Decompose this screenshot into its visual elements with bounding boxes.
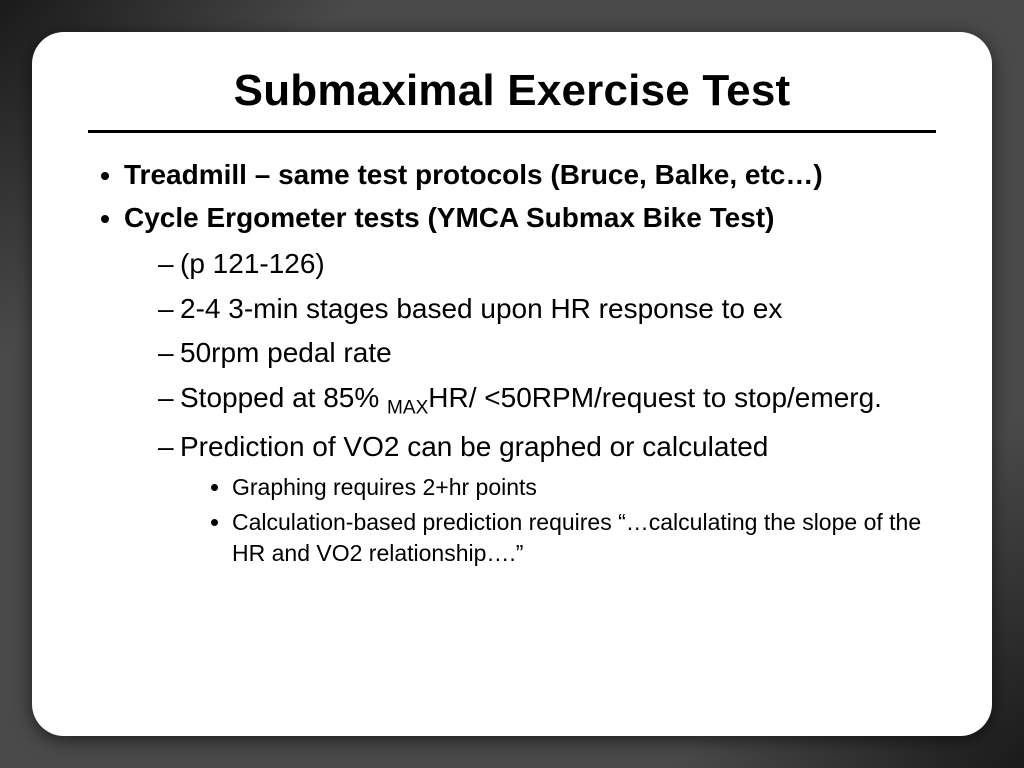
stopped-sub-max: MAX bbox=[387, 397, 428, 418]
prediction-text: Prediction of VO2 can be graphed or calc… bbox=[180, 431, 768, 462]
bullet-list-level3: Graphing requires 2+hr points Calculatio… bbox=[180, 472, 936, 568]
bullet-list-level1: Treadmill – same test protocols (Bruce, … bbox=[88, 157, 936, 569]
subbullet-prediction: Prediction of VO2 can be graphed or calc… bbox=[158, 428, 936, 569]
subbullet-stopped: Stopped at 85% MAXHR/ <50RPM/request to … bbox=[158, 379, 936, 422]
bullet-list-level2: (p 121-126) 2-4 3-min stages based upon … bbox=[124, 245, 936, 569]
bullet-treadmill: Treadmill – same test protocols (Bruce, … bbox=[124, 157, 936, 194]
subsub-calculation: Calculation-based prediction requires “…… bbox=[232, 507, 936, 569]
stopped-post: HR/ <50RPM/request to stop/emerg. bbox=[428, 382, 882, 413]
subbullet-stages: 2-4 3-min stages based upon HR response … bbox=[158, 290, 936, 329]
bullet-cycle-ergometer-text: Cycle Ergometer tests (YMCA Submax Bike … bbox=[124, 202, 774, 233]
subsub-graphing: Graphing requires 2+hr points bbox=[232, 472, 936, 503]
subbullet-pedal-rate: 50rpm pedal rate bbox=[158, 334, 936, 373]
slide-card: Submaximal Exercise Test Treadmill – sam… bbox=[32, 32, 992, 736]
subbullet-pages: (p 121-126) bbox=[158, 245, 936, 284]
bullet-cycle-ergometer: Cycle Ergometer tests (YMCA Submax Bike … bbox=[124, 200, 936, 569]
stopped-pre: Stopped at 85% bbox=[180, 382, 387, 413]
slide-title: Submaximal Exercise Test bbox=[88, 66, 936, 133]
